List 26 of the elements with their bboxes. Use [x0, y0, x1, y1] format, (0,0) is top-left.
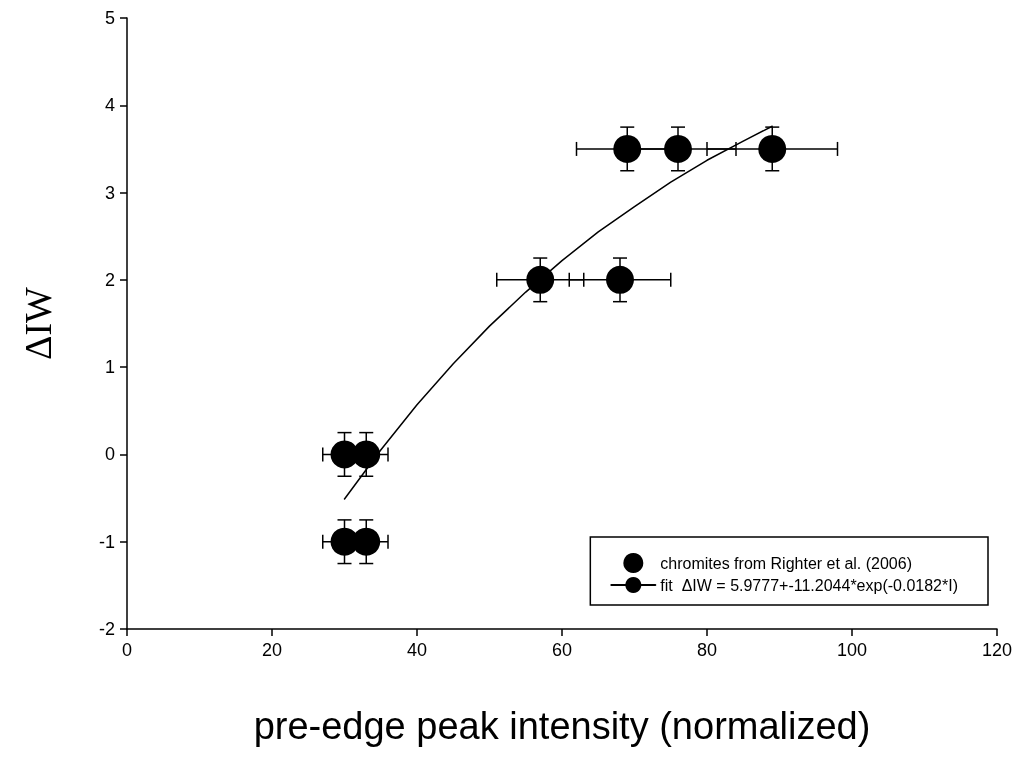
- y-tick-label: 4: [104, 95, 115, 116]
- x-tick-label: 0: [121, 640, 133, 660]
- point: [526, 265, 555, 294]
- x-tick-label: 60: [551, 640, 573, 660]
- point: [352, 440, 381, 469]
- y-tick-label: 1: [104, 357, 115, 378]
- x-tick-label: 40: [406, 640, 428, 660]
- legend-label: fit ΔIW = 5.9777+-11.2044*exp(-0.0182*I): [660, 576, 959, 594]
- x-tick-label: 120: [981, 640, 1013, 660]
- point: [758, 134, 787, 163]
- y-tick-label: 2: [104, 269, 115, 290]
- point: [664, 134, 692, 163]
- y-tick-label: -2: [98, 619, 115, 639]
- x-tick-label: 100: [836, 640, 868, 660]
- y-tick-label: -1: [98, 531, 115, 552]
- x-tick-label: 80: [696, 640, 718, 660]
- point: [352, 527, 381, 556]
- point: [606, 265, 634, 294]
- y-axis-title: ΔIW: [17, 286, 59, 360]
- y-tick-label: 3: [104, 182, 115, 203]
- y-tick-label: 5: [104, 8, 115, 28]
- legend-label: chromites from Righter et al. (2006): [660, 554, 912, 572]
- x-axis-title: pre-edge peak intensity (normalized): [253, 705, 871, 747]
- y-tick-label: 0: [104, 444, 115, 465]
- point: [613, 134, 642, 163]
- x-tick-label: 20: [261, 640, 283, 660]
